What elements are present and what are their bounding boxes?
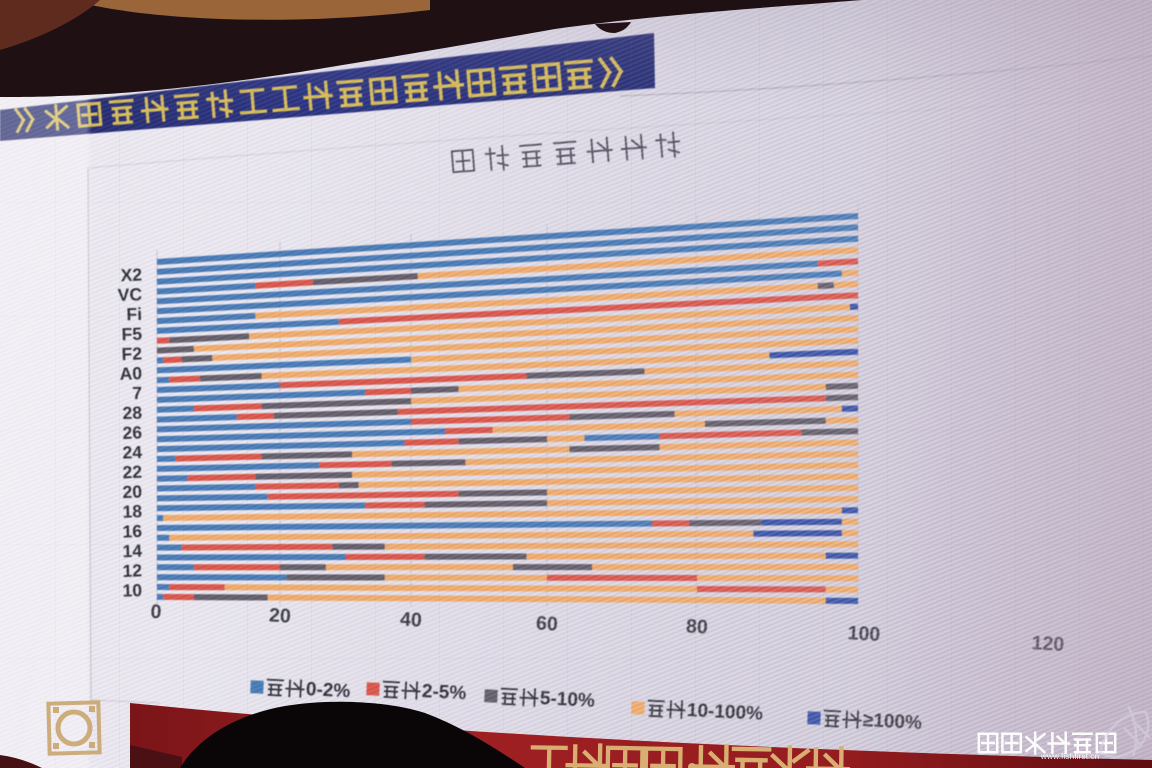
svg-text:0-2%: 0-2% [305,679,350,702]
svg-text:A0: A0 [119,363,142,384]
svg-text:12: 12 [122,560,142,581]
svg-text:10: 10 [122,580,142,601]
svg-text:26: 26 [122,422,142,443]
svg-text:X2: X2 [120,264,142,285]
svg-text:F5: F5 [121,324,142,345]
svg-text:F2: F2 [121,343,142,364]
svg-text:20: 20 [269,604,292,627]
svg-text:VC: VC [117,284,142,305]
svg-text:24: 24 [122,442,142,463]
svg-text:5-10%: 5-10% [539,688,595,712]
svg-text:28: 28 [122,402,142,423]
svg-text:7: 7 [132,383,142,403]
svg-text:100: 100 [847,622,881,646]
svg-text:18: 18 [122,501,142,522]
svg-text:80: 80 [686,615,709,638]
svg-text:60: 60 [536,612,559,635]
svg-text:120: 120 [1031,632,1065,656]
svg-text:10-100%: 10-100% [686,700,763,725]
svg-text:16: 16 [122,521,142,542]
svg-text:Fi: Fi [126,304,142,325]
svg-text:www.fishfirst.cn: www.fishfirst.cn [1040,751,1100,761]
svg-text:14: 14 [122,541,142,562]
svg-text:2-5%: 2-5% [421,681,466,704]
svg-text:20: 20 [122,481,142,502]
svg-text:22: 22 [122,462,142,483]
svg-text:40: 40 [400,608,423,631]
svg-text:≥100%: ≥100% [862,710,922,734]
svg-text:0: 0 [150,601,162,624]
